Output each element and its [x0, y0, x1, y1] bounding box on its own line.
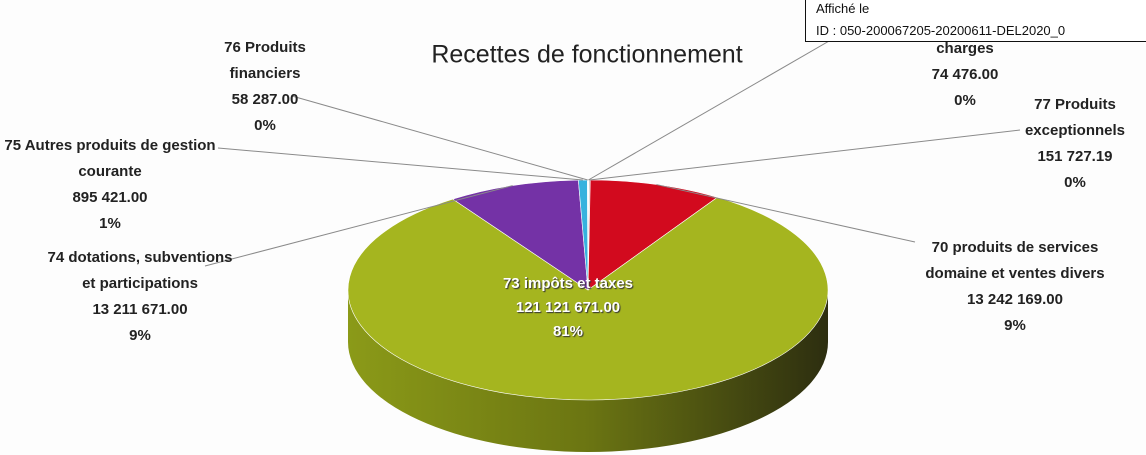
slice-label: 70 produits de services domaine et vente… [900, 235, 1130, 339]
slice-label: 74 dotations, subventions et participati… [45, 245, 235, 349]
value-label: 58 287.00 [231, 91, 299, 108]
leader-line [291, 95, 588, 181]
category-label: 73 impôts et taxes [502, 275, 634, 292]
slice-label: 77 Produits exceptionnels 151 727.19 0% [1010, 92, 1140, 196]
value-label: 74 476.00 [931, 66, 999, 83]
category-label: 74 dotations, subventions et participati… [47, 249, 233, 292]
percent-label: 81% [552, 323, 584, 340]
percent-label: 0% [254, 117, 276, 134]
slice-label: 76 Produits financiers 58 287.00 0% [205, 35, 325, 139]
leader-line [217, 147, 583, 181]
pie-slice [587, 179, 718, 291]
leader-line [589, 129, 1021, 181]
slice-label: 75 Autres produits de gestion courante 89… [3, 133, 218, 237]
leader-line [588, 21, 863, 181]
stamp-line: ID : 050-200067205-20200611-DEL2020_0 [816, 23, 1066, 38]
percent-label: 9% [129, 327, 151, 344]
leader-line [656, 184, 916, 243]
category-label: 77 Produits exceptionnels [1024, 96, 1126, 139]
percent-label: 9% [1004, 317, 1026, 334]
value-label: 895 421.00 [72, 189, 148, 206]
percent-label: 0% [1064, 174, 1086, 191]
pie-slice [452, 179, 589, 291]
percent-label: 1% [99, 215, 121, 232]
stamp: Affiché le ID : 050-200067205-20200611-D… [805, 0, 1146, 42]
value-label: 151 727.19 [1037, 148, 1113, 165]
category-label: 70 produits de services domaine et vente… [925, 239, 1105, 282]
leader-line [204, 185, 513, 267]
value-label: 13 211 671.00 [92, 301, 188, 318]
value-label: 121 121 671.00 [515, 299, 621, 316]
percent-label: 0% [954, 92, 976, 109]
category-label: 75 Autres produits de gestion courante [4, 137, 216, 180]
pie-slice [347, 196, 829, 401]
value-label: 13 242 169.00 [967, 291, 1063, 308]
slice-label: 73 impôts et taxes 121 121 671.00 81% [463, 272, 673, 344]
stamp-line: Affiché le [816, 1, 870, 16]
chart-title: Recettes de fonctionnement [431, 41, 742, 69]
pie-side [348, 290, 828, 452]
category-label: 76 Produits financiers [224, 39, 306, 82]
